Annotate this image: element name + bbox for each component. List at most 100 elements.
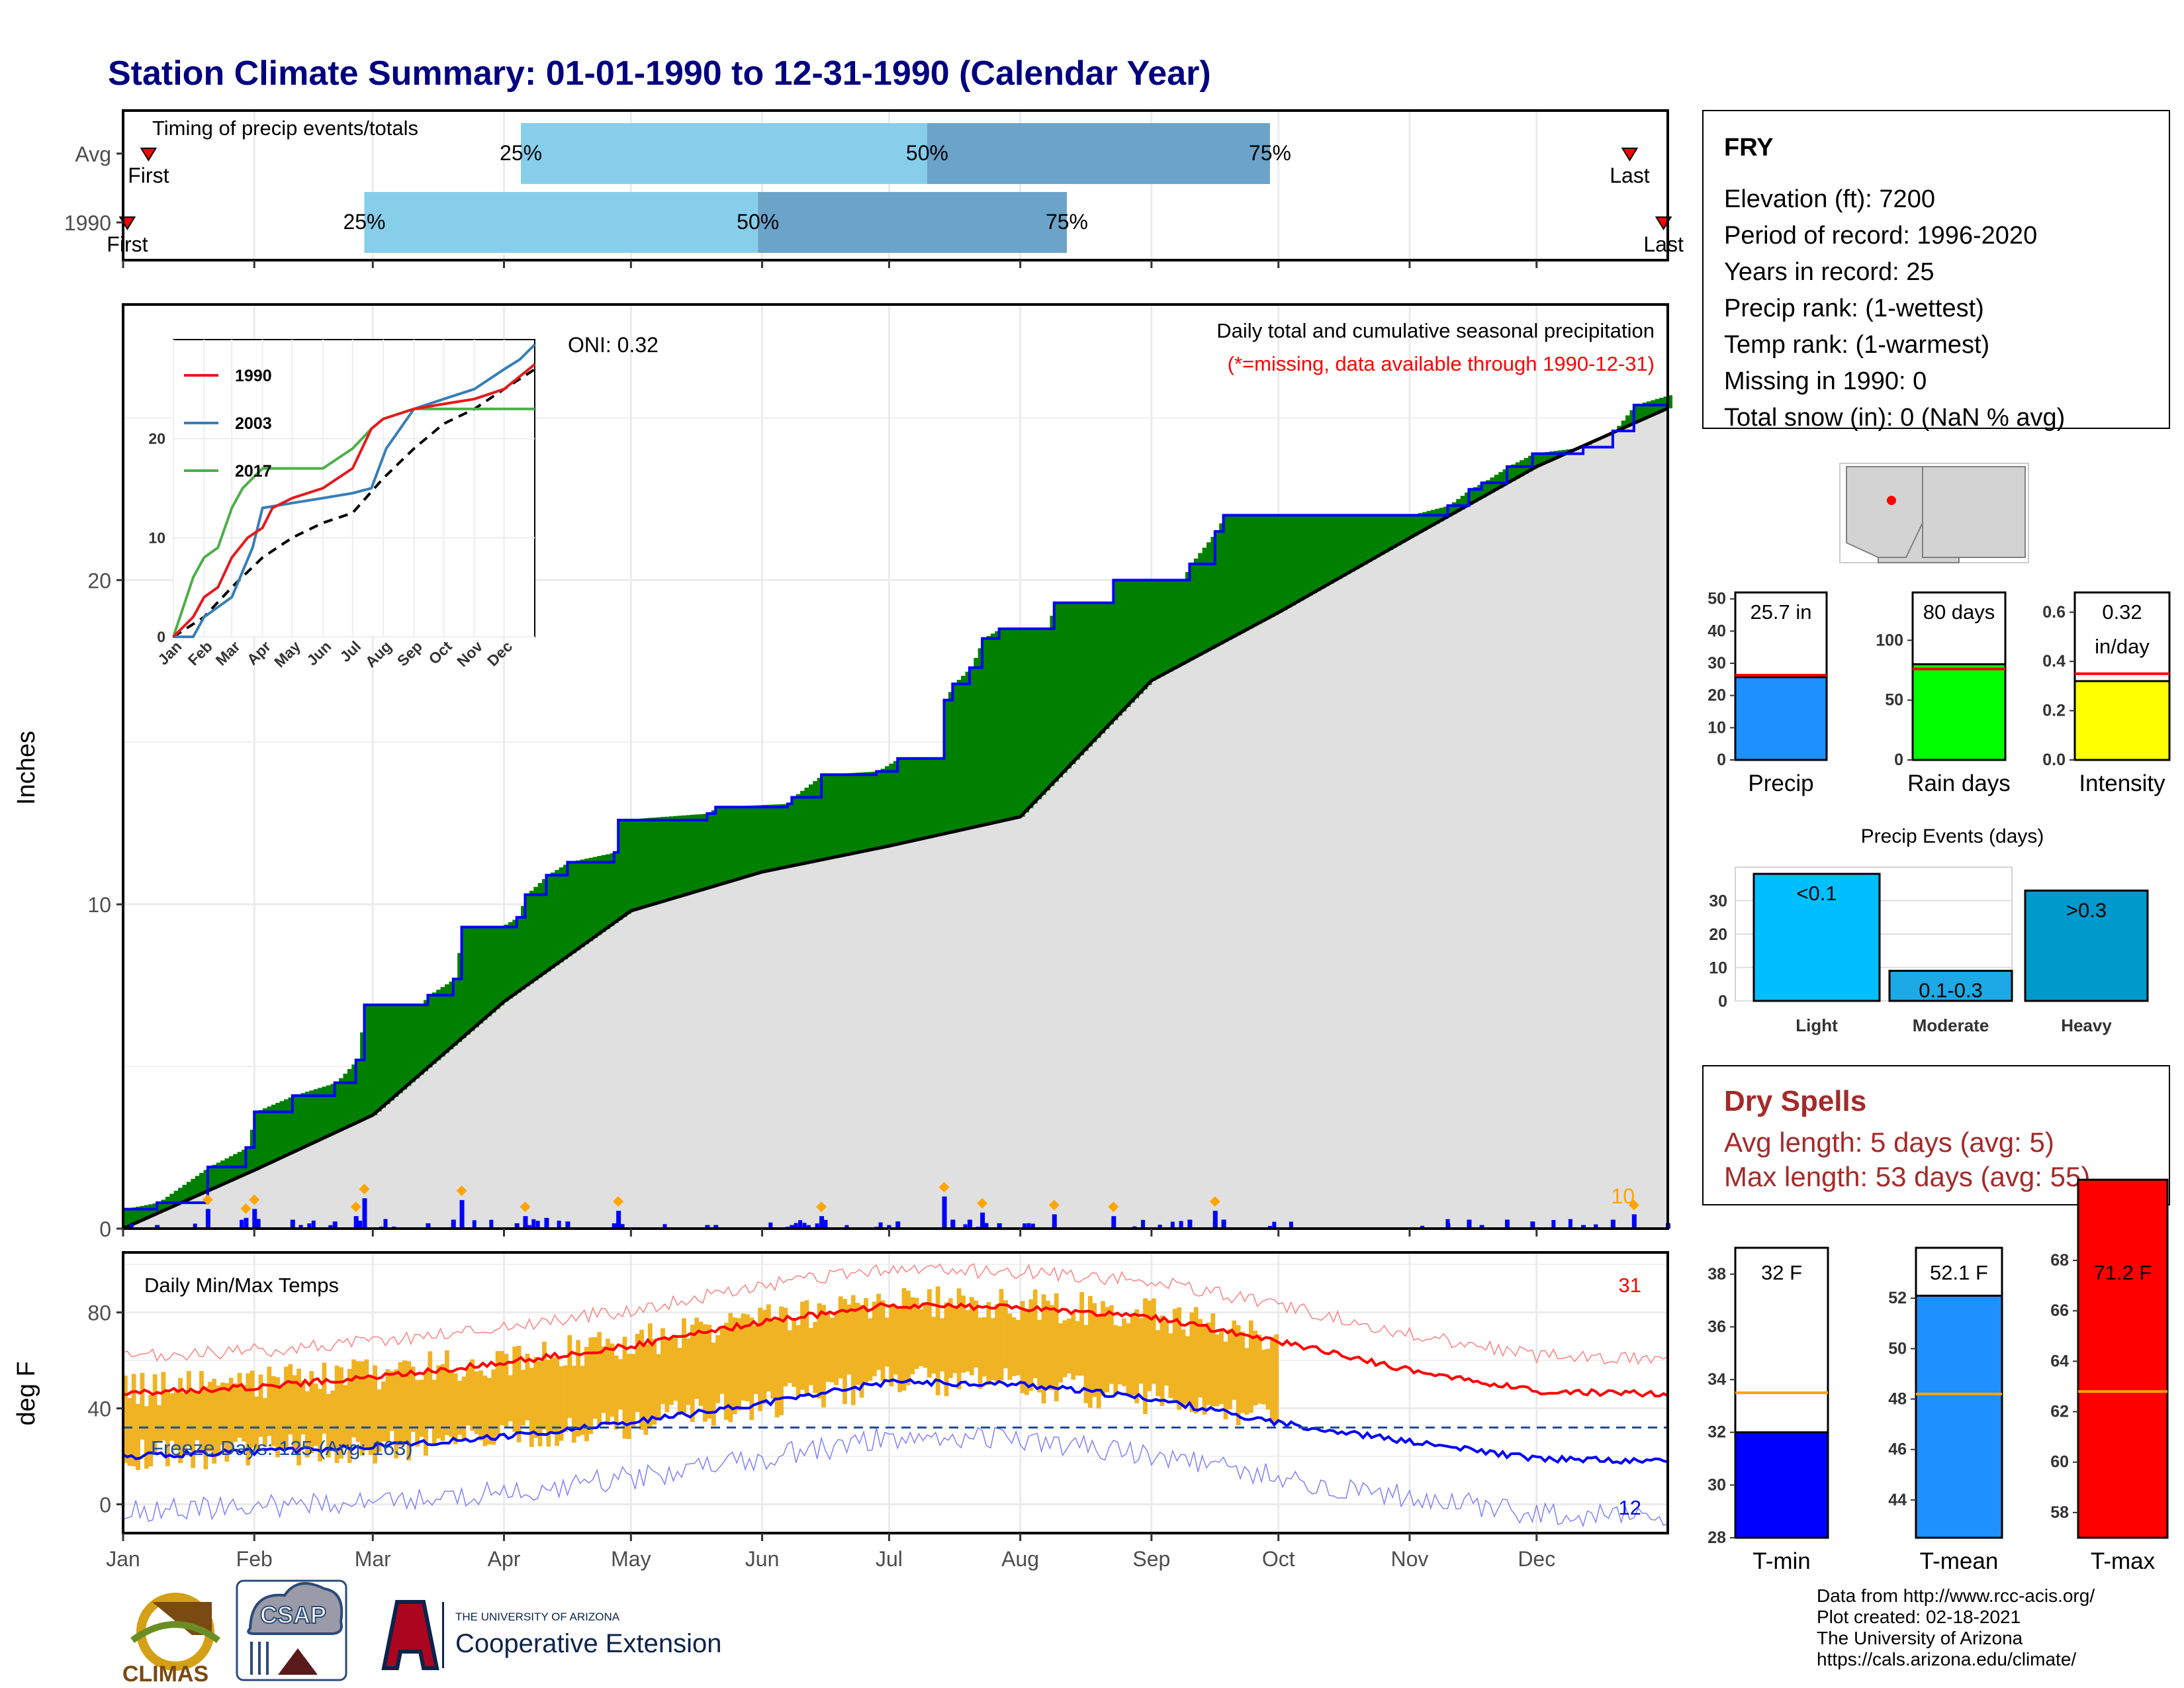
- daily-temp-bar: [292, 1375, 297, 1450]
- daily-temp-bar: [237, 1373, 242, 1438]
- daily-temp-bar: [707, 1325, 712, 1419]
- daily-precip-bar: [815, 1223, 819, 1229]
- daily-temp-bar: [762, 1309, 767, 1404]
- timing-first-marker: [140, 148, 158, 162]
- daily-precip-bar: [129, 1224, 134, 1229]
- daily-precip-bar: [620, 1224, 625, 1229]
- daily-temp-bar: [343, 1385, 348, 1448]
- daily-temp-bar: [682, 1318, 686, 1413]
- precip-ylabel: Inches: [13, 731, 40, 805]
- daily-temp-bar: [140, 1372, 145, 1440]
- daily-temp-bar: [724, 1323, 729, 1420]
- inset-legend-label: 2003: [235, 414, 272, 433]
- daily-temp-bar: [491, 1369, 496, 1445]
- daily-temp-bar: [207, 1382, 212, 1452]
- temp-panel: Daily Min/Max Temps 31 12 Freeze Days: 1…: [13, 1251, 1669, 1571]
- daily-temp-bar: [614, 1355, 619, 1430]
- mini-bar: [1734, 676, 1828, 761]
- daily-temp-bar: [1265, 1348, 1271, 1410]
- daily-precip-bar: [878, 1222, 883, 1229]
- daily-precip-bar: [256, 1219, 261, 1229]
- map-region: [1878, 522, 1960, 563]
- avg-min-line: [122, 1378, 1668, 1465]
- daily-temp-bar: [1087, 1295, 1093, 1408]
- precip-extreme-marker: [1048, 1199, 1060, 1211]
- daily-temp-bar: [910, 1297, 915, 1375]
- temp-ylabel: deg F: [13, 1361, 40, 1425]
- daily-temp-bar: [508, 1375, 513, 1422]
- timing-pct-label: 75%: [1046, 210, 1088, 234]
- daily-temp-bar: [250, 1370, 255, 1448]
- daily-temp-bar: [1083, 1325, 1089, 1403]
- mini-bar-value-label: 0.32: [2102, 600, 2142, 624]
- locator-map: [1839, 463, 2029, 563]
- mini-bar-tick-label: 0: [1894, 751, 1903, 769]
- mini-bar-tick-label: 0.2: [2042, 702, 2066, 720]
- mini-bar-tick-label: 100: [1876, 631, 1903, 649]
- events-title: Precip Events (days): [1861, 825, 2044, 847]
- precip-extreme-marker: [359, 1184, 370, 1195]
- precip-extreme-marker: [249, 1194, 260, 1205]
- daily-temp-bar: [440, 1364, 445, 1441]
- daily-temp-bar: [347, 1368, 352, 1463]
- precip-extreme-marker: [613, 1196, 624, 1207]
- timing-pct-label: 75%: [1249, 141, 1291, 165]
- daily-temp-bar: [1143, 1298, 1148, 1415]
- daily-temp-bar: [1020, 1301, 1025, 1393]
- daily-temp-bar: [1134, 1309, 1140, 1403]
- daily-temp-bar: [868, 1318, 873, 1381]
- daily-precip-bar: [290, 1219, 295, 1229]
- daily-precip-bar: [713, 1225, 719, 1229]
- inset-ytick-label: 20: [148, 430, 165, 447]
- avg-cumulative-line: [122, 406, 1669, 1231]
- daily-temp-bar: [1168, 1333, 1173, 1398]
- daily-precip-bar: [252, 1209, 257, 1229]
- daily-temp-bar: [737, 1318, 741, 1411]
- daily-temp-bar: [821, 1305, 826, 1408]
- daily-temp-bar: [1113, 1325, 1118, 1395]
- daily-precip-bar: [1631, 1214, 1637, 1229]
- daily-precip-bar: [1111, 1216, 1116, 1229]
- daily-temp-bar: [186, 1371, 191, 1446]
- daily-temp-bar: [660, 1328, 665, 1405]
- temp-bar-tick-label: 44: [1888, 1491, 1907, 1509]
- daily-temp-bar: [792, 1320, 797, 1387]
- timing-bar-50-75: [927, 123, 1270, 184]
- precip-extreme-marker: [1108, 1201, 1119, 1213]
- daily-temp-bar: [715, 1335, 721, 1403]
- daily-temp-bar: [1011, 1317, 1017, 1376]
- daily-temp-bar: [161, 1372, 166, 1441]
- daily-temp-bar: [1054, 1293, 1059, 1401]
- daily-temp-bar: [923, 1305, 928, 1368]
- temp-frame: [122, 1251, 1669, 1534]
- daily-temp-bar: [592, 1337, 598, 1419]
- footer-line: Plot created: 02-18-2021: [1817, 1607, 2021, 1627]
- daily-temp-bar: [355, 1361, 361, 1442]
- daily-temp-bar: [165, 1391, 170, 1466]
- daily-temp-bar: [322, 1362, 327, 1434]
- map-region: [1922, 466, 2026, 558]
- footer-line: Data from http://www.rcc-acis.org/: [1817, 1585, 2095, 1606]
- daily-temp-bar: [686, 1338, 691, 1405]
- freeze-label: Freeze Days: 125 (Avg: 163): [151, 1436, 413, 1460]
- station-info-line: Years in record: 25: [1724, 258, 1934, 286]
- daily-temp-bar: [546, 1359, 551, 1447]
- daily-temp-bar: [1223, 1341, 1228, 1420]
- missing-note: (*=missing, data available through 1990-…: [1228, 352, 1655, 375]
- daily-temp-bar: [626, 1354, 631, 1439]
- timing-last-marker: [1621, 148, 1639, 162]
- daily-precip-bar: [895, 1221, 901, 1229]
- precip-extreme-marker: [1628, 1199, 1639, 1211]
- daily-temp-bar: [986, 1301, 991, 1385]
- month-label: Aug: [1001, 1547, 1039, 1571]
- daily-temp-bar: [990, 1318, 995, 1381]
- daily-temp-bar: [148, 1395, 154, 1467]
- month-label: May: [611, 1547, 651, 1571]
- event-bar-label: <0.1: [1796, 882, 1837, 905]
- oni-label: ONI: 0.32: [568, 333, 659, 357]
- daily-temp-bar: [267, 1366, 272, 1436]
- daily-temp-bar: [212, 1378, 217, 1464]
- daily-temp-bar: [919, 1309, 923, 1366]
